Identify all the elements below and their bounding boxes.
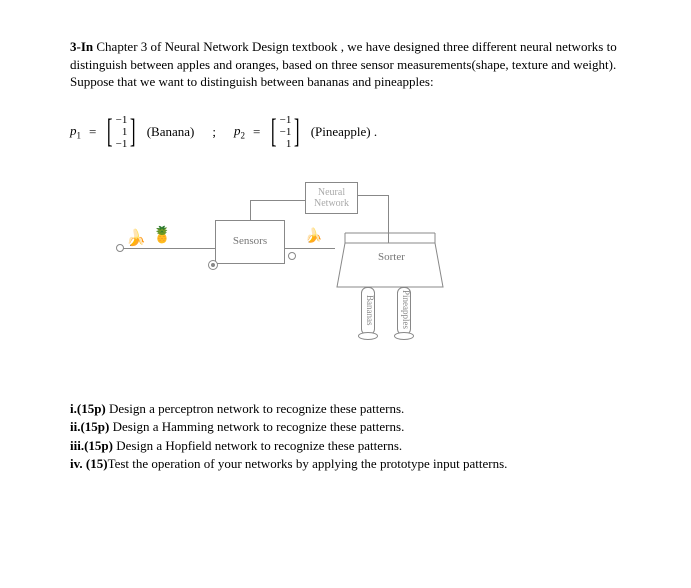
question-iii: iii.(15p) Design a Hopfield network to r…	[70, 437, 621, 455]
wire-up	[250, 200, 251, 220]
p2-sub: 2	[240, 131, 245, 141]
question-i: i.(15p) Design a perceptron network to r…	[70, 400, 621, 418]
p2-vec-vals: −1 −1 1	[280, 115, 292, 150]
eq1: =	[89, 123, 96, 141]
chute2-base-icon	[394, 332, 414, 340]
p2-label: p2	[234, 122, 245, 142]
q1-prefix: i.(15p)	[70, 401, 106, 416]
nn-label-2: Network	[314, 198, 349, 209]
p1-name: (Banana)	[147, 123, 195, 141]
p2-v0: −1	[280, 115, 292, 126]
p1-vec-vals: −1 1 −1	[116, 115, 128, 150]
q4-text: Test the operation of your networks by a…	[108, 456, 508, 471]
question-iv: iv. (15)Test the operation of your netwo…	[70, 455, 621, 473]
q1-text: Design a perceptron network to recognize…	[106, 401, 405, 416]
p1-v0: −1	[116, 115, 128, 126]
q2-prefix: ii.(15p)	[70, 419, 109, 434]
q2-text: Design a Hamming network to recognize th…	[109, 419, 404, 434]
p2-vector: [ −1 −1 1 ]	[268, 115, 302, 150]
q3-prefix: iii.(15p)	[70, 438, 113, 453]
sorter-diagram: 🍌 🍍 Sensors Neural Network 🍌 Sorter	[120, 170, 480, 370]
roller-mid-icon	[288, 252, 296, 260]
fruit-mid-icon: 🍌	[305, 228, 322, 247]
p1-sub: 1	[77, 131, 82, 141]
page: 3-In Chapter 3 of Neural Network Design …	[0, 0, 691, 504]
lbracket2-icon: [	[271, 115, 277, 149]
rbracket2-icon: ]	[294, 115, 300, 149]
sep: ;	[212, 123, 216, 141]
chute1-base-icon	[358, 332, 378, 340]
problem-intro: 3-In Chapter 3 of Neural Network Design …	[70, 38, 621, 91]
rbracket-icon: ]	[130, 115, 136, 149]
p2-v1: −1	[280, 127, 292, 138]
eq2: =	[253, 123, 260, 141]
equations-row: p1 = [ −1 1 −1 ] (Banana) ; p2 = [ −1 −1…	[70, 115, 621, 150]
p2-name: (Pineapple) .	[311, 123, 377, 141]
banana-icon: 🍌	[126, 228, 146, 250]
q4-prefix: iv. (15)	[70, 456, 108, 471]
chute2-label: Pineapples	[400, 290, 412, 329]
p1-label: p1	[70, 122, 81, 142]
p1-v2: −1	[116, 139, 128, 150]
lbracket-icon: [	[107, 115, 113, 149]
question-ii: ii.(15p) Design a Hamming network to rec…	[70, 418, 621, 436]
sensor-roller-icon	[208, 260, 218, 270]
sorter-label: Sorter	[378, 250, 405, 265]
neural-network-box: Neural Network	[305, 182, 358, 214]
intro-prefix: 3-In	[70, 39, 93, 54]
wire-across	[250, 200, 305, 201]
p2-v2: 1	[280, 139, 292, 150]
questions-list: i.(15p) Design a perceptron network to r…	[70, 400, 621, 473]
nn-label-1: Neural	[314, 187, 349, 198]
sensors-box: Sensors	[215, 220, 285, 264]
chute1-label: Bananas	[364, 295, 376, 326]
roller-left-icon	[116, 244, 124, 252]
conveyor-line-mid	[285, 248, 335, 249]
p1-v1: 1	[116, 127, 128, 138]
pineapple-icon: 🍍	[152, 225, 172, 247]
p1-vector: [ −1 1 −1 ]	[104, 115, 138, 150]
sensors-label: Sensors	[233, 234, 267, 249]
intro-text: Chapter 3 of Neural Network Design textb…	[70, 39, 617, 89]
q3-text: Design a Hopfield network to recognize t…	[113, 438, 402, 453]
wire-nn-right	[358, 195, 388, 196]
